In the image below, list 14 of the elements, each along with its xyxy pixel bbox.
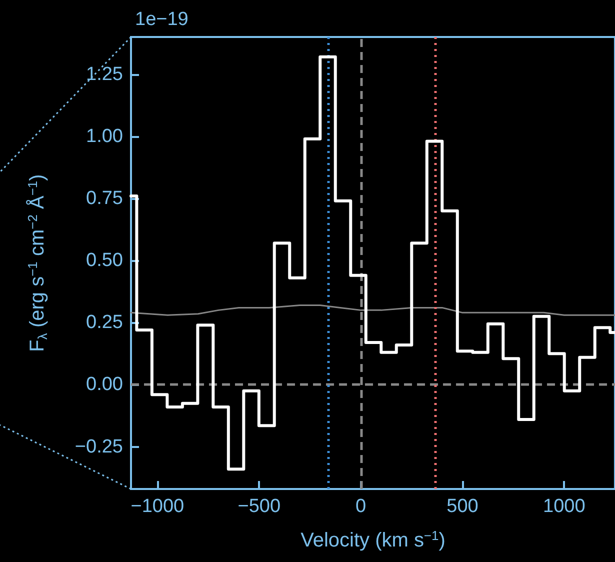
y-tick-label: 1.00 <box>86 126 123 147</box>
text: Fλ (erg s−1 cm−2 Å−1) <box>25 174 50 352</box>
y-tick-label: 1.25 <box>86 64 123 85</box>
y-tick-label: −0.25 <box>74 436 123 458</box>
x-tick-label: 500 <box>446 496 478 517</box>
y-tick-label: 0.75 <box>86 188 123 209</box>
text: 1e−19 <box>135 9 188 30</box>
x-tick-label: 1000 <box>543 496 586 517</box>
y-tick-label: 0.00 <box>86 374 123 396</box>
y-tick-label: 0.25 <box>86 312 123 334</box>
x-tick-label: 0 <box>356 496 366 517</box>
x-tick-label: −1000 <box>130 496 184 517</box>
y-tick-label: 0.50 <box>86 250 123 272</box>
x-tick-label: −500 <box>238 496 281 517</box>
